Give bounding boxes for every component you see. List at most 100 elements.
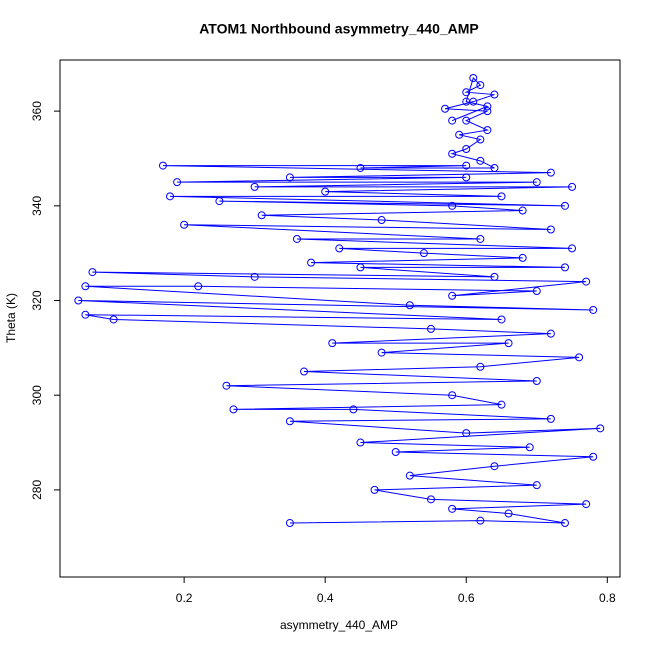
data-point bbox=[356, 163, 365, 172]
data-point bbox=[285, 417, 294, 426]
data-point bbox=[589, 305, 598, 314]
plot-frame bbox=[59, 59, 621, 578]
data-point bbox=[462, 88, 471, 97]
data-point bbox=[589, 452, 598, 461]
data-point bbox=[490, 272, 499, 281]
data-point bbox=[462, 173, 471, 182]
data-point bbox=[476, 516, 485, 525]
data-point bbox=[596, 424, 605, 433]
data-point bbox=[546, 414, 555, 423]
y-tick-label: 340 bbox=[30, 195, 44, 215]
data-point bbox=[391, 448, 400, 457]
data-point bbox=[285, 173, 294, 182]
data-point bbox=[504, 509, 513, 518]
data-point bbox=[476, 156, 485, 165]
data-point bbox=[476, 234, 485, 243]
data-point bbox=[490, 163, 499, 172]
data-point bbox=[462, 97, 471, 106]
data-point bbox=[518, 206, 527, 215]
data-point bbox=[560, 263, 569, 272]
data-point bbox=[483, 107, 492, 116]
data-point bbox=[532, 481, 541, 490]
data-point bbox=[441, 104, 450, 113]
data-point bbox=[532, 178, 541, 187]
data-point bbox=[307, 258, 316, 267]
data-point bbox=[405, 471, 414, 480]
data-point bbox=[462, 429, 471, 438]
data-point bbox=[448, 116, 457, 125]
y-tick-label: 320 bbox=[30, 290, 44, 310]
data-point bbox=[285, 519, 294, 528]
data-point bbox=[497, 400, 506, 409]
data-point bbox=[88, 268, 97, 277]
data-point bbox=[328, 339, 337, 348]
data-point bbox=[173, 178, 182, 187]
x-tick-label: 0.2 bbox=[176, 591, 193, 605]
data-point bbox=[426, 324, 435, 333]
data-point bbox=[448, 201, 457, 210]
data-point bbox=[377, 348, 386, 357]
data-point bbox=[483, 126, 492, 135]
data-point bbox=[525, 443, 534, 452]
data-point bbox=[469, 73, 478, 82]
data-point bbox=[180, 220, 189, 229]
data-point bbox=[546, 168, 555, 177]
data-point bbox=[335, 244, 344, 253]
data-point bbox=[292, 234, 301, 243]
y-tick-label: 300 bbox=[30, 385, 44, 405]
data-point bbox=[300, 367, 309, 376]
data-point bbox=[476, 135, 485, 144]
data-point bbox=[215, 197, 224, 206]
y-tick-label: 280 bbox=[30, 480, 44, 500]
data-point bbox=[222, 381, 231, 390]
data-point bbox=[166, 192, 175, 201]
data-point bbox=[158, 161, 167, 170]
data-point bbox=[370, 485, 379, 494]
data-line bbox=[78, 77, 601, 524]
data-point bbox=[109, 315, 118, 324]
x-tick-label: 0.4 bbox=[317, 591, 334, 605]
data-point bbox=[81, 310, 90, 319]
data-point bbox=[321, 187, 330, 196]
data-point bbox=[455, 130, 464, 139]
data-point bbox=[476, 362, 485, 371]
data-point bbox=[74, 296, 83, 305]
data-point bbox=[426, 495, 435, 504]
data-point bbox=[490, 462, 499, 471]
data-point bbox=[497, 315, 506, 324]
data-point bbox=[419, 249, 428, 258]
chart-title: ATOM1 Northbound asymmetry_440_AMP bbox=[199, 21, 479, 37]
data-point bbox=[349, 405, 358, 414]
data-point bbox=[448, 149, 457, 158]
data-point bbox=[250, 272, 259, 281]
data-point bbox=[250, 182, 259, 191]
data-point bbox=[568, 244, 577, 253]
x-tick-label: 0.8 bbox=[599, 591, 616, 605]
data-point bbox=[532, 376, 541, 385]
data-point bbox=[546, 225, 555, 234]
data-point bbox=[490, 90, 499, 99]
data-point bbox=[81, 282, 90, 291]
data-point bbox=[462, 145, 471, 154]
y-axis-label: Theta (K) bbox=[4, 293, 18, 343]
data-point bbox=[560, 201, 569, 210]
x-tick-label: 0.6 bbox=[458, 591, 475, 605]
data-point bbox=[462, 161, 471, 170]
data-point bbox=[448, 504, 457, 513]
data-point bbox=[483, 102, 492, 111]
data-point bbox=[560, 519, 569, 528]
data-point bbox=[532, 287, 541, 296]
data-point bbox=[518, 253, 527, 262]
data-point bbox=[575, 353, 584, 362]
data-point bbox=[257, 211, 266, 220]
x-axis-label: asymmetry_440_AMP bbox=[280, 618, 398, 632]
data-point bbox=[194, 282, 203, 291]
data-point bbox=[377, 216, 386, 225]
data-point bbox=[356, 438, 365, 447]
data-point bbox=[546, 329, 555, 338]
data-point bbox=[462, 116, 471, 125]
data-point bbox=[582, 277, 591, 286]
y-tick-label: 360 bbox=[30, 101, 44, 121]
data-point bbox=[568, 182, 577, 191]
